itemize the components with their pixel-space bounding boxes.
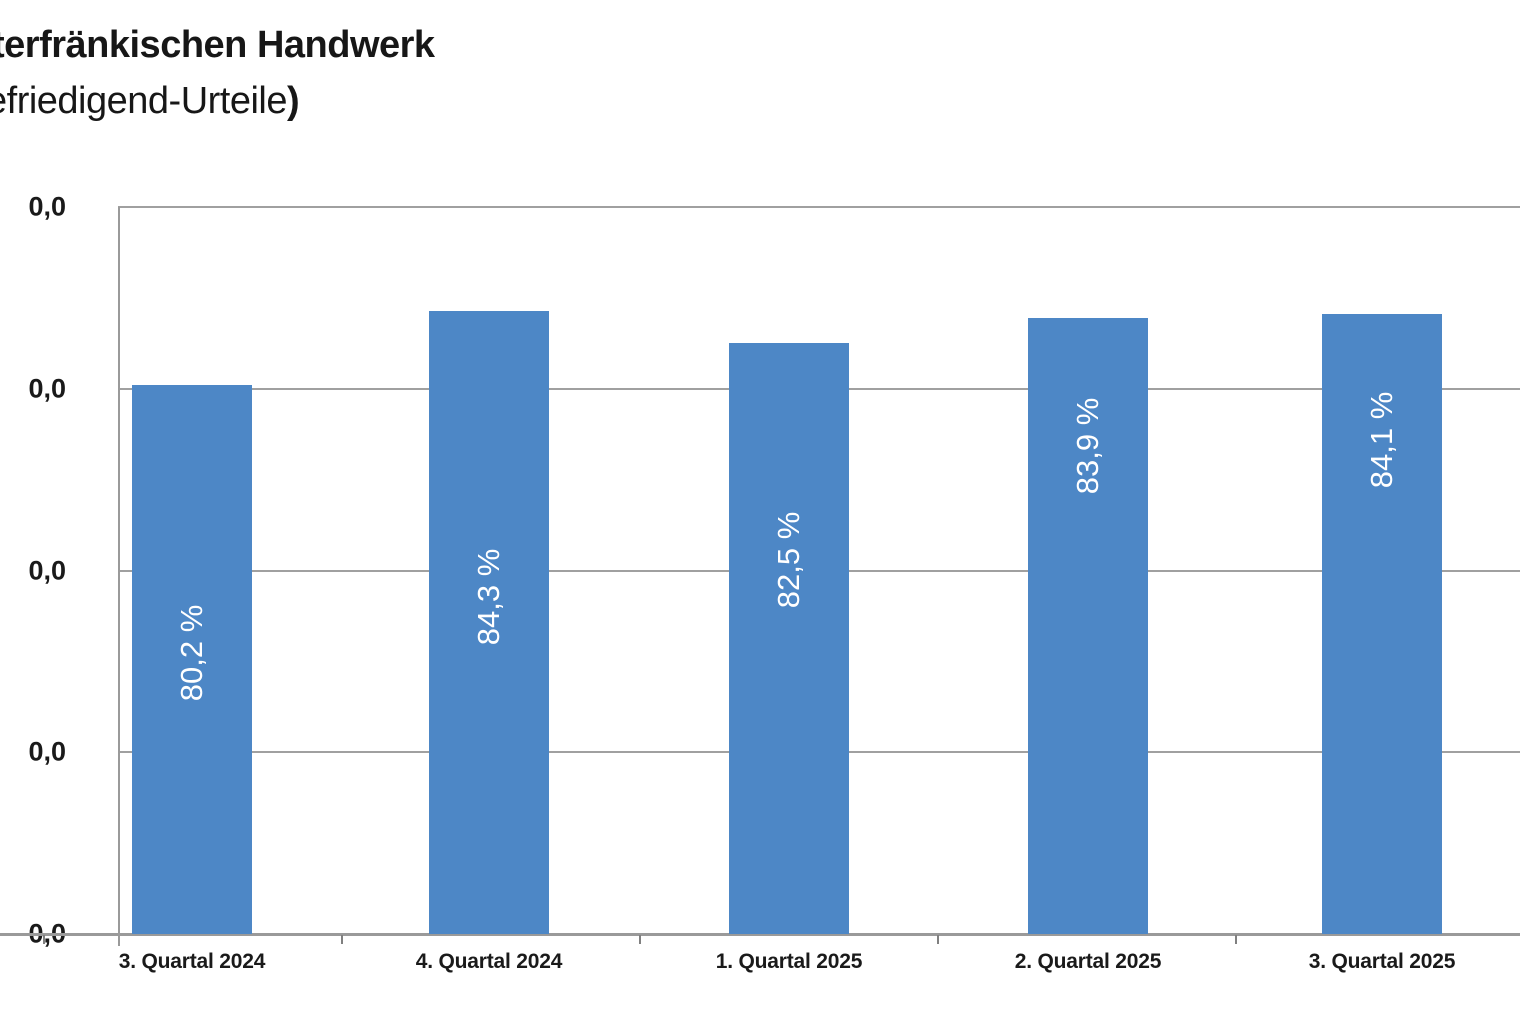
bar-3 xyxy=(729,343,849,934)
x-axis-label: 2. Quartal 2025 xyxy=(1014,950,1162,973)
bar-value-label: 84,3 % xyxy=(471,548,506,646)
bar-5 xyxy=(1322,314,1442,934)
bar-4 xyxy=(1028,317,1148,934)
x-axis-tick xyxy=(341,935,343,944)
y-axis-tick-label: 0,0 xyxy=(28,736,66,767)
x-axis-label: 3. Quartal 2024 xyxy=(118,950,266,973)
x-axis-tick xyxy=(937,935,939,944)
y-axis-tick-label: 0,0 xyxy=(28,373,66,404)
chart-title: terfränkischen Handwerk xyxy=(0,24,435,66)
gridline xyxy=(118,206,1520,208)
chart-subtitle-paren: ) xyxy=(287,80,300,122)
x-axis-tick xyxy=(639,935,641,944)
x-axis-label: 4. Quartal 2024 xyxy=(415,950,563,973)
y-axis-tick-label: 0,0 xyxy=(28,555,66,585)
y-axis-tick-label: 0,0 xyxy=(28,191,66,222)
bar-2 xyxy=(429,310,549,934)
x-axis-label: 1. Quartal 2025 xyxy=(715,950,863,973)
bar-value-label: 80,2 % xyxy=(174,604,209,702)
bar-value-label: 83,9 % xyxy=(1070,397,1105,495)
x-axis-label: 3. Quartal 2025 xyxy=(1308,950,1456,973)
bar-value-label: 82,5 % xyxy=(771,511,806,609)
y-axis-line xyxy=(118,207,120,946)
x-axis-line xyxy=(0,933,1520,936)
bar-1 xyxy=(132,385,252,934)
chart-subtitle-text: efriedigend-Urteile xyxy=(0,80,288,122)
x-axis-tick xyxy=(1235,935,1237,944)
chart-subtitle: efriedigend-Urteile) xyxy=(0,80,300,123)
x-axis-tick xyxy=(43,935,45,944)
bar-value-label: 84,1 % xyxy=(1364,391,1399,489)
